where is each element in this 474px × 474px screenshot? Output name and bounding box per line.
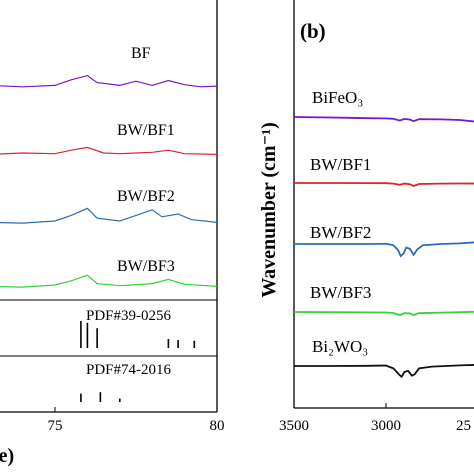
xrd-cut-label: (e) xyxy=(0,445,14,467)
ftir-y-axis-label: Wavenumber (cm⁻¹) xyxy=(258,122,280,298)
ftir-series-label: BW/BF3 xyxy=(310,283,371,302)
ftir-series-bw-bf2 xyxy=(294,241,474,258)
xrd-panel: 556065707580 BFBW/BF1BW/BF2BW/BF3PDF#39-… xyxy=(0,0,225,467)
xrd-x-tick-label: 80 xyxy=(210,418,225,434)
xrd-series-label: BF xyxy=(131,45,151,62)
xrd-series-label: BW/BF1 xyxy=(117,122,175,139)
xrd-x-tick-label: 75 xyxy=(48,418,63,434)
xrd-series-bw-bf2 xyxy=(0,207,218,224)
ftir-x-tick-label-cut: 25 xyxy=(456,418,471,434)
ftir-series-bi-wo xyxy=(294,364,474,379)
ftir-series-bifeo xyxy=(293,116,474,123)
ftir-series-label: BiFeO₃ xyxy=(312,88,363,107)
reference-label: PDF#39-0256 xyxy=(86,308,172,324)
ftir-series-bw-bf1 xyxy=(294,182,474,187)
xrd-series-bw-bf1 xyxy=(0,146,218,155)
ftir-series-label: BW/BF2 xyxy=(310,223,371,242)
ftir-series-bw-bf3 xyxy=(293,310,474,316)
ftir-x-tick-label: 3500 xyxy=(279,418,309,434)
ftir-x-tick-label: 3000 xyxy=(371,418,401,434)
ftir-series-label: Bi₂WO₃ xyxy=(312,337,368,356)
ftir-series-label: BW/BF1 xyxy=(310,155,371,174)
reference-label: PDF#74-2016 xyxy=(86,362,172,378)
panel-label-b: (b) xyxy=(300,19,326,43)
ftir-panel: (b) Wavenumber (cm⁻¹) 3500 3000 25 BiFeO₃ B… xyxy=(258,0,474,434)
xrd-series-label: BW/BF3 xyxy=(117,258,175,275)
xrd-series-bw-bf3 xyxy=(0,274,218,288)
xrd-series-label: BW/BF2 xyxy=(117,188,175,205)
xrd-series-bf xyxy=(0,74,218,88)
